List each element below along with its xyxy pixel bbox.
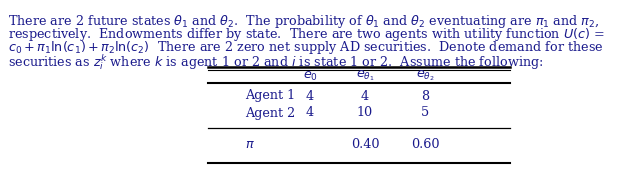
Text: 0.60: 0.60 <box>411 138 439 152</box>
Text: 8: 8 <box>421 89 429 103</box>
Text: There are 2 future states $\theta_1$ and $\theta_2$.  The probability of $\theta: There are 2 future states $\theta_1$ and… <box>8 13 600 30</box>
Text: 4: 4 <box>306 107 314 120</box>
Text: Agent 1: Agent 1 <box>245 89 295 103</box>
Text: Agent 2: Agent 2 <box>245 107 295 120</box>
Text: respectively.  Endowments differ by state.  There are two agents with utility fu: respectively. Endowments differ by state… <box>8 26 605 43</box>
Text: $e_{\theta_2}$: $e_{\theta_2}$ <box>415 69 435 83</box>
Text: $e_0$: $e_0$ <box>303 69 317 83</box>
Text: 10: 10 <box>357 107 373 120</box>
Text: $e_{\theta_1}$: $e_{\theta_1}$ <box>356 69 374 83</box>
Text: 5: 5 <box>421 107 429 120</box>
Text: 4: 4 <box>306 89 314 103</box>
Text: securities as $z_i^k$ where $k$ is agent 1 or 2 and $i$ is state 1 or 2.  Assume: securities as $z_i^k$ where $k$ is agent… <box>8 52 543 72</box>
Text: $c_0 + \pi_1 \ln(c_1) + \pi_2 \ln(c_2)$  There are 2 zero net supply AD securiti: $c_0 + \pi_1 \ln(c_1) + \pi_2 \ln(c_2)$ … <box>8 39 604 56</box>
Text: $\pi$: $\pi$ <box>245 138 255 152</box>
Text: 0.40: 0.40 <box>351 138 380 152</box>
Text: 4: 4 <box>361 89 369 103</box>
